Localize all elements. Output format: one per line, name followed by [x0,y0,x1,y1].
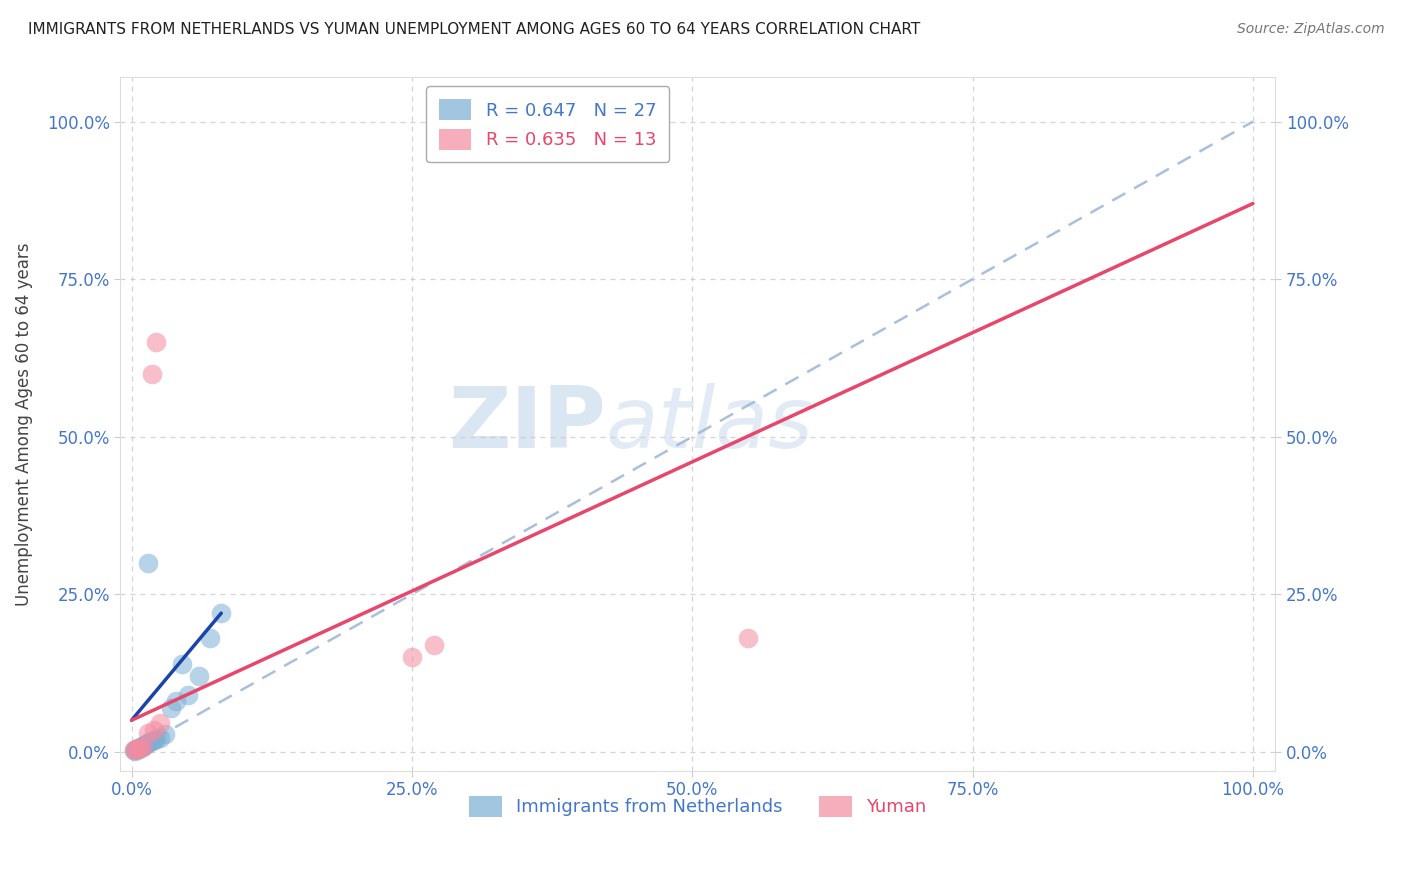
Point [122,743,145,757]
Point [131,739,153,754]
Point [122,743,145,757]
Point [198,632,221,646]
Point [176,688,198,702]
Point [165,694,187,708]
Point [127,742,149,756]
Point [142,733,165,747]
Point [129,740,152,755]
Point [142,723,165,737]
Point [423,638,446,652]
Point [138,726,160,740]
Point [138,735,160,749]
Point [129,741,152,756]
Legend: Immigrants from Netherlands, Yuman: Immigrants from Netherlands, Yuman [463,789,934,824]
Text: IMMIGRANTS FROM NETHERLANDS VS YUMAN UNEMPLOYMENT AMONG AGES 60 TO 64 YEARS CORR: IMMIGRANTS FROM NETHERLANDS VS YUMAN UNE… [28,22,921,37]
Point [145,732,167,747]
Point [159,700,181,714]
Point [187,669,209,683]
Text: atlas: atlas [606,383,814,466]
Point [125,741,148,756]
Point [148,716,170,731]
Point [401,650,423,665]
Point [134,738,156,752]
Point [170,657,193,671]
Point [145,335,167,350]
Point [141,367,163,381]
Point [138,736,160,750]
Point [141,734,163,748]
Y-axis label: Unemployment Among Ages 60 to 64 years: Unemployment Among Ages 60 to 64 years [15,243,32,606]
Point [132,739,155,753]
Text: ZIP: ZIP [447,383,606,466]
Point [209,606,232,620]
Text: Source: ZipAtlas.com: Source: ZipAtlas.com [1237,22,1385,37]
Point [132,739,155,753]
Point [124,743,146,757]
Point [153,727,176,741]
Point [125,741,148,756]
Point [138,556,160,570]
Point [737,632,759,646]
Point [127,741,149,756]
Point [135,737,157,751]
Point [132,739,155,754]
Point [128,741,150,756]
Point [127,742,149,756]
Point [148,731,170,745]
